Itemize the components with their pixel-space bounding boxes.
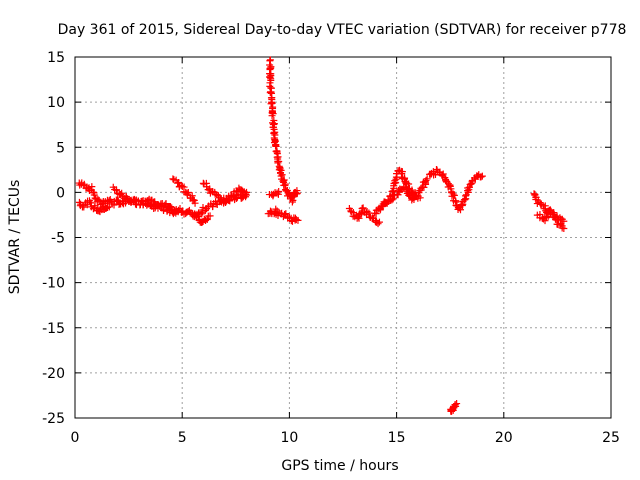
data-point [544,212,552,220]
axis-ticks [74,56,612,419]
data-point [89,205,97,213]
chart-title: Day 361 of 2015, Sidereal Day-to-day VTE… [58,22,627,38]
data-point [191,199,199,207]
data-point [449,190,457,198]
data-point [275,187,283,195]
data-point [477,173,485,181]
data-point [94,195,102,203]
y-tick-labels: 15 10 5 0 -5 -10 -15 -20 -25 [42,50,65,427]
data-point [206,212,214,220]
x-tick-label: 5 [178,430,187,446]
data-point [294,216,302,224]
data-point [242,190,250,198]
data-point [359,204,367,212]
data-point [267,100,275,108]
data-point [464,184,472,192]
data-point [184,189,192,197]
data-point [273,189,281,197]
x-tick-label: 15 [388,430,406,446]
data-point [530,190,538,198]
y-tick-label: -25 [42,411,65,427]
data-point [202,217,210,225]
x-tick-label: 20 [495,430,513,446]
y-tick-label: 10 [47,95,65,111]
data-point [461,196,469,204]
data-points [75,56,568,415]
y-axis-label: SDTVAR / TECUs [7,180,23,295]
data-point [542,214,550,222]
data-point [243,188,251,196]
data-point [422,176,430,184]
x-axis-label: GPS time / hours [281,458,398,474]
data-point [113,186,121,194]
data-point [117,191,125,199]
data-point [169,175,177,183]
data-point [177,181,185,189]
data-point [447,185,455,193]
data-point [439,170,447,178]
y-tick-label: 15 [47,50,65,66]
data-point [532,193,540,201]
x-tick-label: 10 [280,430,298,446]
data-point [266,56,274,64]
data-point [192,212,200,220]
data-point [398,170,406,178]
data-point [105,203,113,211]
data-point [172,209,180,217]
data-point [189,196,197,204]
data-point [374,220,382,228]
data-point [560,224,568,232]
data-point [165,203,173,211]
data-point [453,400,461,408]
data-point [188,192,196,200]
data-point [292,216,300,224]
data-point [416,194,424,202]
x-tick-labels: 0 5 10 15 20 25 [71,430,620,446]
data-point [268,112,276,120]
data-point [357,210,365,218]
data-point [90,189,98,197]
data-point [423,175,431,183]
grid [75,57,611,418]
data-point [274,159,282,167]
data-point [560,217,568,225]
data-point [375,218,383,226]
y-tick-label: -5 [51,231,65,247]
data-point [450,191,458,199]
y-tick-label: -20 [42,366,65,382]
data-point [448,407,456,415]
data-point [80,180,88,188]
data-point [155,201,163,209]
data-point [281,182,289,190]
y-tick-label: 5 [56,140,65,156]
data-point [389,195,397,203]
data-point [293,187,301,195]
data-point [388,196,396,204]
y-tick-label: -15 [42,321,65,337]
data-point [462,192,470,200]
data-point [138,198,146,206]
x-tick-label: 0 [71,430,80,446]
y-tick-label: 0 [56,185,65,201]
data-point [417,184,425,192]
y-tick-label: -10 [42,276,65,292]
data-point [405,180,413,188]
data-point [192,211,200,219]
data-point [478,172,486,180]
data-point [209,203,217,211]
x-tick-label: 25 [602,430,620,446]
